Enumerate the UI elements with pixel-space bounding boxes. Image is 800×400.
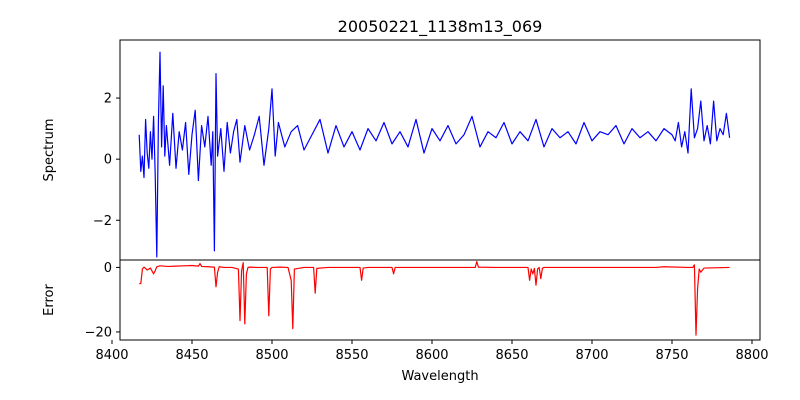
spectrum-y-tick-label: −2 [93, 214, 112, 229]
error-y-ticks: 0 −20 [85, 261, 120, 340]
x-tick-label: 8700 [575, 348, 608, 363]
spectrum-y-tick-label: 0 [104, 153, 112, 168]
x-tick-label: 8500 [255, 348, 288, 363]
error-series-line [139, 261, 730, 336]
error-panel: 0 −20 Error [42, 259, 761, 341]
spectrum-axes-frame [119, 39, 761, 261]
x-tick-label: 8550 [335, 348, 368, 363]
x-tick-label: 8400 [95, 348, 128, 363]
x-axis-ticks: 8400 8450 8500 8550 8600 8650 8700 8750 8800 [95, 340, 769, 363]
spectrum-y-axis-label: Spectrum [42, 119, 57, 182]
spectrum-series-line [138, 51, 731, 258]
chart-title: 20050221_1138m13_069 [338, 17, 543, 37]
spectrum-y-tick-label: 2 [104, 92, 112, 107]
spectrum-y-ticks: −2 0 2 [93, 92, 120, 229]
x-tick-label: 8750 [655, 348, 688, 363]
x-tick-label: 8600 [415, 348, 448, 363]
x-tick-label: 8800 [735, 348, 768, 363]
error-y-tick-label: 0 [104, 261, 112, 276]
error-y-tick-label: −20 [85, 325, 112, 340]
x-tick-label: 8450 [175, 348, 208, 363]
x-tick-label: 8650 [495, 348, 528, 363]
error-y-axis-label: Error [42, 284, 57, 316]
spectrum-panel: −2 0 2 Spectrum [42, 39, 761, 261]
error-axes-frame [119, 259, 761, 341]
x-axis-label: Wavelength [401, 369, 478, 384]
